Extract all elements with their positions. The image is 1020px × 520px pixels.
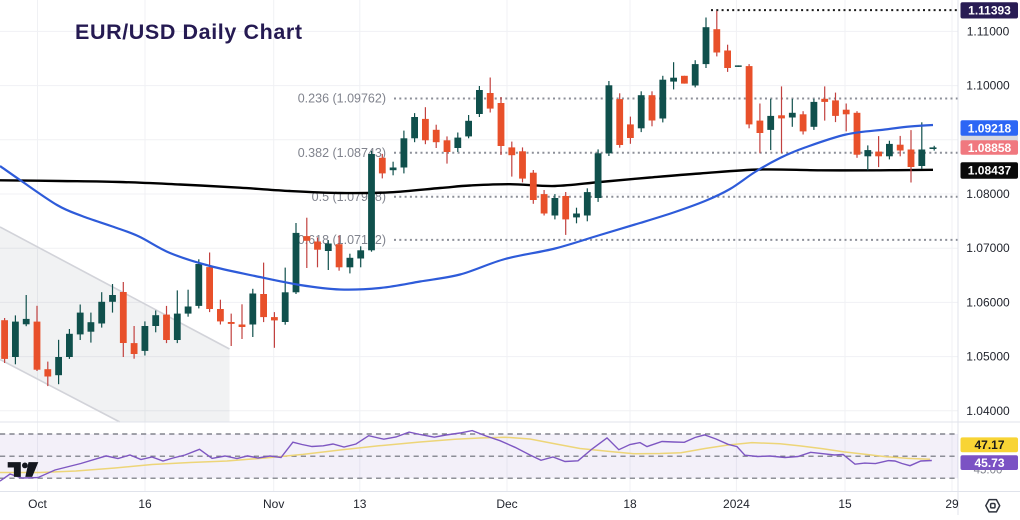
svg-text:15: 15 (838, 497, 852, 511)
svg-text:1.08858: 1.08858 (968, 141, 1012, 155)
svg-text:1.11000: 1.11000 (967, 24, 1010, 38)
svg-text:Nov: Nov (263, 497, 284, 511)
svg-text:1.04000: 1.04000 (966, 404, 1010, 418)
svg-text:1.10000: 1.10000 (966, 79, 1010, 93)
svg-text:1.06000: 1.06000 (966, 295, 1010, 309)
svg-text:47.17: 47.17 (974, 438, 1004, 452)
svg-text:EUR/USD Daily Chart: EUR/USD Daily Chart (75, 20, 303, 44)
svg-text:18: 18 (623, 497, 637, 511)
svg-text:13: 13 (353, 497, 367, 511)
svg-text:1.11393: 1.11393 (968, 4, 1011, 18)
svg-text:1.07000: 1.07000 (966, 241, 1010, 255)
svg-text:0.236 (1.09762): 0.236 (1.09762) (298, 92, 386, 106)
svg-text:Oct: Oct (28, 497, 47, 511)
svg-text:0.382 (1.08743): 0.382 (1.08743) (298, 146, 386, 160)
svg-text:29: 29 (945, 497, 959, 511)
svg-text:1.08000: 1.08000 (966, 187, 1010, 201)
svg-text:1.05000: 1.05000 (966, 350, 1010, 364)
svg-text:16: 16 (138, 497, 152, 511)
svg-text:45.73: 45.73 (974, 456, 1004, 470)
svg-text:1.08437: 1.08437 (968, 164, 1012, 178)
svg-text:Dec: Dec (496, 497, 517, 511)
svg-text:2024: 2024 (723, 497, 750, 511)
svg-text:1.09218: 1.09218 (968, 121, 1012, 135)
